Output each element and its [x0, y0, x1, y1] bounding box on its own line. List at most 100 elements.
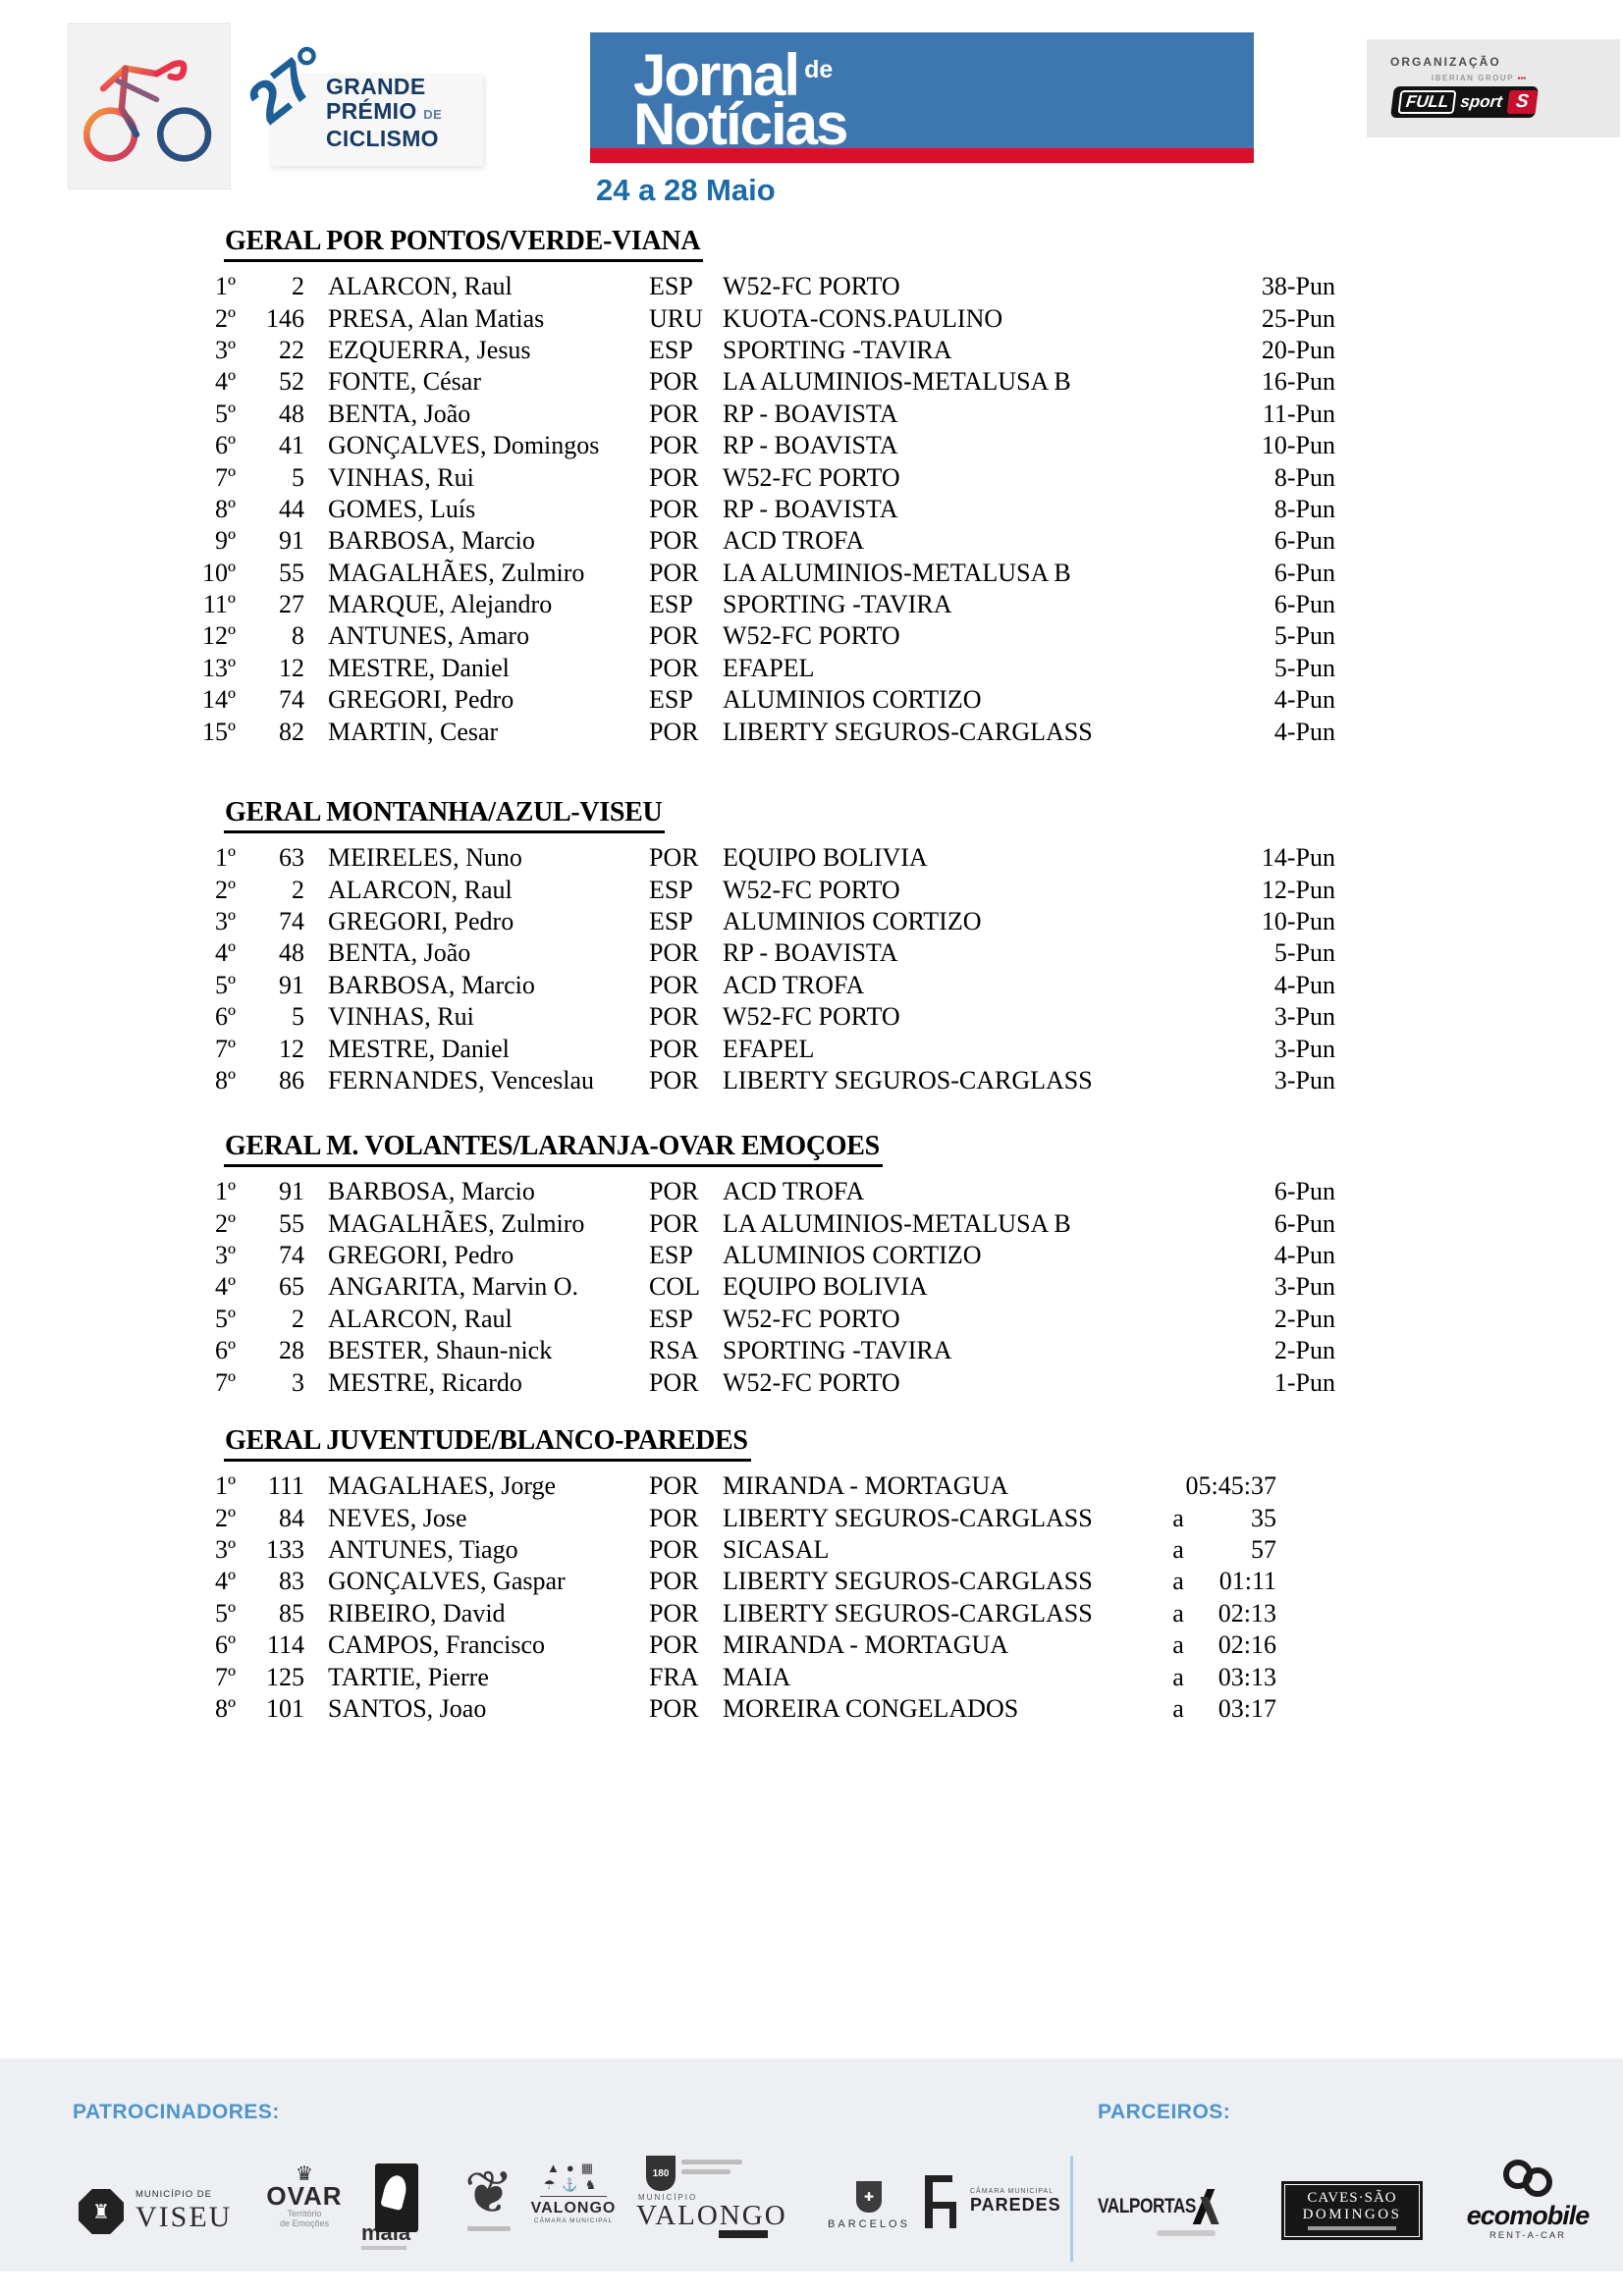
result-row: 1º 2 ALARCON, Raul ESP W52-FC PORTO 38-Pun	[0, 271, 1623, 302]
bib-number-cell: 111	[267, 1471, 304, 1501]
bib-number-cell: 133	[266, 1534, 304, 1564]
result-row: 2º 55 MAGALHÃES, Zulmiro POR LA ALUMINIOS-ME…	[0, 1207, 1623, 1239]
team-cell: LIBERTY SEGUROS-CARGLASS	[723, 1598, 1093, 1628]
points-cell: 2-Pun	[1273, 1304, 1335, 1333]
points-cell: 5-Pun	[1273, 938, 1335, 968]
result-row: 8º 86 FERNANDES, Venceslau POR LIBERTY SEGUR…	[0, 1065, 1623, 1096]
rider-name-cell: NEVES, Jose	[328, 1503, 467, 1532]
organization-box: ORGANIZAÇÃO IBERIAN GROUP ▪▪▪ FULL sport…	[1367, 39, 1620, 137]
bib-number-cell: 91	[279, 970, 304, 999]
section-title: GERAL M. VOLANTES/LARANJA-OVAR EMOÇOES	[224, 1131, 883, 1167]
gap-cell: a	[1172, 1662, 1184, 1691]
result-row: 2º 146 PRESA, Alan Matias URU KUOTA-CONS.PAU…	[0, 302, 1623, 334]
points-cell: 10-Pun	[1261, 906, 1335, 935]
edition-line-3: CICLISMO	[326, 126, 439, 151]
team-cell: LA ALUMINIOS-METALUSA B	[723, 558, 1071, 587]
caves-line-1: CAVES·SÃO	[1307, 2190, 1397, 2206]
gap-cell: a	[1172, 1503, 1184, 1532]
rider-name-cell: ANTUNES, Tiago	[328, 1534, 518, 1564]
rider-name-cell: GREGORI, Pedro	[328, 685, 514, 715]
result-row: 1º 63 MEIRELES, Nuno POR EQUIPO BOLIVIA 14-Pu…	[0, 842, 1623, 874]
rank-cell: 13º	[201, 653, 236, 682]
bib-number-cell: 5	[292, 462, 304, 492]
bib-number-cell: 5	[292, 1002, 304, 1032]
bib-number-cell: 84	[279, 1503, 304, 1532]
bib-number-cell: 3	[292, 1367, 304, 1397]
sponsor-viseu-logo: ♜ MUNICÍPIO DE VISEU	[79, 2189, 232, 2234]
valportas-va-icon	[1192, 2189, 1219, 2224]
valongo-rule	[540, 2196, 607, 2197]
team-cell: W52-FC PORTO	[723, 621, 900, 651]
team-cell: EFAPEL	[723, 1034, 815, 1063]
sponsor-ovar-logo: ♛ OVAR Território de Emoções	[261, 2163, 348, 2228]
rank-cell: 1º	[214, 843, 236, 873]
points-cell: 2-Pun	[1273, 1336, 1335, 1365]
points-cell: 11-Pun	[1262, 399, 1335, 428]
paredes-name: PAREDES	[970, 2195, 1061, 2215]
fullsport-s-icon: S	[1506, 90, 1539, 114]
gap-cell: a	[1172, 1567, 1184, 1596]
rank-cell: 7º	[214, 462, 236, 492]
partners-label: PARCEIROS:	[1098, 2101, 1231, 2123]
result-row: 8º 44 GOMES, Luís POR RP - BOAVISTA 8-Pun	[0, 494, 1623, 525]
result-row: 15º 82 MARTIN, Cesar POR LIBERTY SEGUROS-CAR…	[0, 716, 1623, 747]
rank-cell: 4º	[214, 1272, 236, 1302]
rider-name-cell: ANGARITA, Marvin O.	[328, 1272, 578, 1302]
newspaper-line-1: Jornal de	[633, 42, 1254, 105]
bib-number-cell: 91	[279, 526, 304, 556]
result-row: 7º 12 MESTRE, Daniel POR EFAPEL 3-Pun	[0, 1033, 1623, 1064]
result-row: 2º 2 ALARCON, Raul ESP W52-FC PORTO 12-Pun	[0, 874, 1623, 905]
newspaper-word-jornal: Jornal	[633, 42, 800, 108]
gap-cell: a	[1172, 1693, 1184, 1723]
team-cell: SICASAL	[723, 1534, 830, 1564]
caves-caption-bar	[1308, 2226, 1396, 2230]
rider-name-cell: MAGALHAES, Jorge	[328, 1471, 557, 1501]
bib-number-cell: 8	[292, 621, 304, 651]
country-cell: ESP	[649, 335, 693, 364]
result-row: 6º 41 GONÇALVES, Domingos POR RP - BOAVISTA 1…	[0, 430, 1623, 461]
bib-number-cell: 63	[279, 843, 304, 873]
barcelos-name: BARCELOS	[828, 2218, 910, 2230]
valongo-180-name: VALONGO	[636, 2200, 787, 2231]
section-montanha-azul-viseu: GERAL MONTANHA/AZUL-VISEU 1º 63 MEIRELES, …	[0, 797, 1623, 1096]
section-points-verde-viana: GERAL POR PONTOS/VERDE-VIANA 1º 2 ALARCON,…	[0, 226, 1623, 748]
country-cell: POR	[649, 1177, 699, 1206]
rider-name-cell: ALARCON, Raul	[328, 1304, 513, 1333]
viseu-castle-glyph: ♜	[92, 2201, 110, 2223]
bib-number-cell: 41	[279, 431, 304, 460]
rider-name-cell: EZQUERRA, Jesus	[328, 335, 531, 364]
rank-cell: 11º	[202, 590, 236, 619]
rider-name-cell: BENTA, João	[328, 399, 471, 428]
rank-cell: 5º	[214, 399, 236, 428]
barcelos-crest-icon: ✚	[856, 2181, 882, 2213]
valportas-line: VALPORTAS	[1098, 2189, 1219, 2224]
footer-divider	[1070, 2156, 1073, 2262]
caves-inner: CAVES·SÃO DOMINGOS	[1284, 2184, 1420, 2237]
rank-cell: 12º	[201, 621, 236, 651]
time-cell: 35	[1251, 1503, 1276, 1532]
section-rows: 1º 91 BARBOSA, Marcio POR ACD TROFA 6-Pun 2º 55…	[0, 1176, 1623, 1399]
bib-number-cell: 27	[279, 590, 304, 619]
rider-name-cell: ANTUNES, Amaro	[328, 621, 530, 651]
bib-number-cell: 91	[279, 1177, 304, 1206]
bib-number-cell: 86	[279, 1065, 304, 1095]
team-cell: LIBERTY SEGUROS-CARGLASS	[723, 1503, 1093, 1532]
team-cell: RP - BOAVISTA	[723, 399, 898, 428]
country-cell: POR	[649, 558, 699, 587]
points-cell: 3-Pun	[1273, 1034, 1335, 1063]
country-cell: POR	[649, 1208, 699, 1238]
section-rows: 1º 111 MAGALHAES, Jorge POR MIRANDA - MORTAG…	[0, 1470, 1623, 1725]
rank-cell: 9º	[214, 526, 236, 556]
fullsport-sport: sport	[1459, 92, 1504, 111]
country-cell: POR	[649, 938, 699, 968]
caves-line-2: DOMINGOS	[1302, 2207, 1402, 2222]
rank-cell: 5º	[214, 1598, 236, 1628]
country-cell: POR	[649, 1567, 699, 1596]
rider-name-cell: MESTRE, Daniel	[328, 1034, 510, 1063]
country-cell: FRA	[649, 1662, 699, 1691]
rider-name-cell: MARTIN, Cesar	[328, 717, 499, 746]
ovar-crown-icon: ♛	[296, 2163, 313, 2185]
rider-name-cell: GREGORI, Pedro	[328, 1240, 514, 1269]
rider-name-cell: MEIRELES, Nuno	[328, 843, 522, 873]
edition-title: GRANDE PRÉMIO DE CICLISMO	[326, 75, 442, 151]
